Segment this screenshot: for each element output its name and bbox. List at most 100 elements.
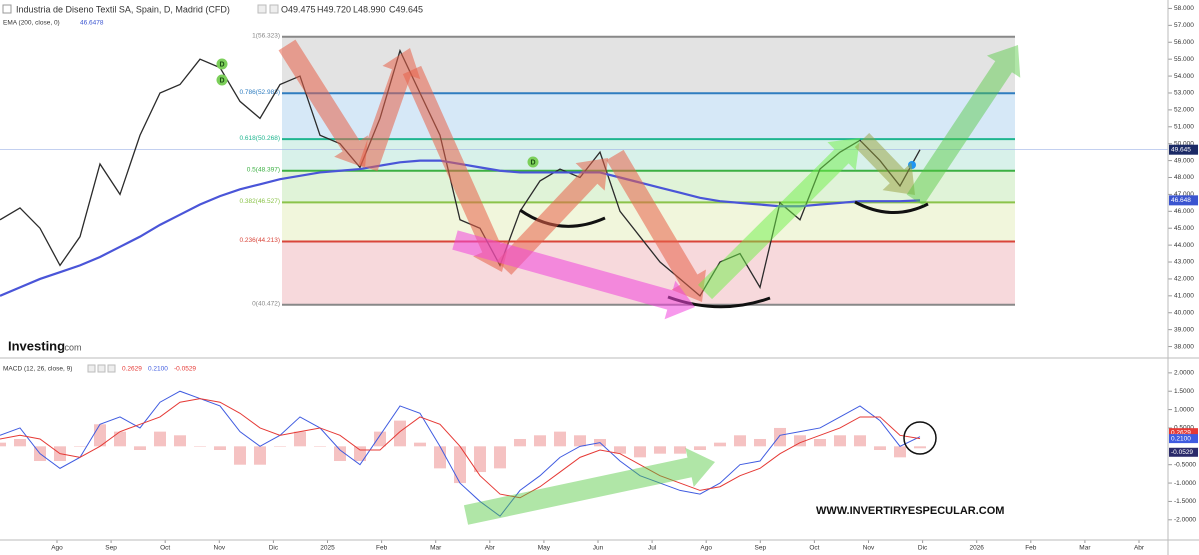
y-tick-label: 43.000 (1174, 259, 1194, 266)
y-tick-label: 53.000 (1174, 90, 1194, 97)
y-tick-label: 46.000 (1174, 208, 1194, 215)
logo: Investing .com (8, 338, 82, 353)
histogram-bar (554, 431, 566, 447)
fib-label: 0.5(48.397) (247, 167, 280, 174)
main-layer: 58.000 57.000 56.000 55.000 54.000 53.000 52.0… (0, 5, 1198, 552)
x-tick-label: Sep (755, 545, 767, 552)
histogram-bar (674, 446, 686, 454)
y-tick-label: 38.000 (1174, 343, 1194, 350)
histogram-value: -0.0529 (174, 366, 196, 373)
legend-icon (269, 4, 279, 14)
dividend-marker (216, 74, 228, 86)
price-tag-label: 46.648 (1171, 197, 1191, 204)
y-tick-label: 47.000 (1174, 191, 1194, 198)
histogram-bar (374, 431, 386, 447)
histogram-bar (474, 446, 486, 473)
y-tick-label: 45.000 (1174, 225, 1194, 232)
fib-label: 0.236(44.213) (240, 237, 280, 244)
histogram-bar (454, 446, 466, 484)
chart-title: Industria de Diseno Textil SA, Spain, D,… (16, 4, 230, 14)
x-tick-label: Sep (105, 545, 117, 552)
x-tick-label: May (538, 545, 551, 552)
histogram-bar (14, 438, 26, 447)
value-tag-label: -0.0529 (1171, 449, 1193, 456)
annotation-layer (278, 39, 1021, 525)
histogram-bar (694, 446, 706, 450)
histogram-bar (114, 431, 126, 447)
y-tick-label: -2.0000 (1174, 517, 1196, 524)
histogram-bar (874, 446, 886, 450)
y-tick-label: -1.5000 (1174, 498, 1196, 505)
y-tick-label: 42.000 (1174, 276, 1194, 283)
annotation-arrow (854, 133, 915, 195)
hand-drawn-curve (519, 208, 606, 228)
watermark: WWW.INVERTIRYESPECULAR.COM (816, 505, 1004, 517)
histogram-bar (134, 446, 146, 450)
histogram-bar (894, 446, 906, 458)
price-tag (1169, 195, 1198, 206)
x-tick-label: Mar (430, 545, 442, 552)
x-tick-label: Nov (863, 545, 875, 552)
indicator-value: 46.6478 (80, 20, 104, 27)
legend-icon (87, 364, 96, 373)
x-tick-label: Abr (485, 545, 496, 552)
annotation-arrow (358, 48, 421, 172)
annotation-arrow (906, 45, 1021, 206)
dividend-label: D (219, 77, 224, 84)
x-tick-label: Jun (593, 545, 604, 552)
y-tick-label: 57.000 (1174, 22, 1194, 29)
value-tag-label: 0.2100 (1171, 435, 1191, 442)
open-label: O49.475 (281, 4, 316, 14)
y-tick-label: 52.000 (1174, 107, 1194, 114)
x-tick-label: Feb (1025, 545, 1037, 552)
y-tick-label: 39.000 (1174, 326, 1194, 333)
x-tick-label: Nov (214, 545, 226, 552)
y-tick-label: 1.5000 (1174, 388, 1194, 395)
price-tag-label: 49.645 (1171, 146, 1191, 153)
histogram-bar (794, 435, 806, 447)
x-tick-label: Dic (918, 545, 928, 552)
y-tick-label: 48.000 (1174, 174, 1194, 181)
value-tag (1169, 447, 1198, 457)
histogram-bar (74, 446, 86, 447)
histogram-bar (194, 446, 206, 447)
y-tick-label: 55.000 (1174, 56, 1194, 63)
histogram-bar (774, 427, 786, 447)
y-tick-label: 44.000 (1174, 242, 1194, 249)
y-tick-label: 51.000 (1174, 124, 1194, 131)
y-tick-label: 41.000 (1174, 293, 1194, 300)
x-tick-label: Feb (376, 545, 388, 552)
fib-band (282, 93, 1015, 140)
fib-label: 0.382(46.527) (240, 198, 280, 205)
macd-value: 0.2629 (122, 366, 142, 373)
y-tick-label: 54.000 (1174, 73, 1194, 80)
y-tick-label: 49.000 (1174, 157, 1194, 164)
fib-label: 0(40.472) (252, 300, 280, 307)
fib-label: 0.618(50.268) (240, 135, 280, 142)
macd-title: MACD (12, 26, close, 9) (3, 366, 72, 373)
histogram-bar (854, 435, 866, 447)
annotation-arrow (697, 138, 860, 300)
price-line (0, 48, 921, 297)
logo-suffix: .com (62, 342, 82, 352)
histogram-bar (174, 435, 186, 447)
high-label: H49.720 (317, 4, 351, 14)
x-tick-label: Ago (51, 545, 63, 552)
histogram-bar (914, 446, 926, 449)
histogram-bar (654, 446, 666, 454)
dividend-marker (216, 58, 228, 70)
x-tick-label: 2025 (320, 545, 335, 552)
signal-value: 0.2100 (148, 366, 168, 373)
y-tick-label: 50.000 (1174, 140, 1194, 147)
fib-label: 0.786(52.983) (240, 89, 280, 96)
annotation-arrow (496, 158, 608, 275)
histogram-bar (754, 438, 766, 447)
x-tick-label: Dic (269, 545, 279, 552)
annotation-arrow (278, 39, 368, 169)
legend-icon (97, 364, 106, 373)
annotation-arrow (463, 447, 715, 525)
histogram-bar (294, 431, 306, 447)
y-tick-label: 1.0000 (1174, 406, 1194, 413)
